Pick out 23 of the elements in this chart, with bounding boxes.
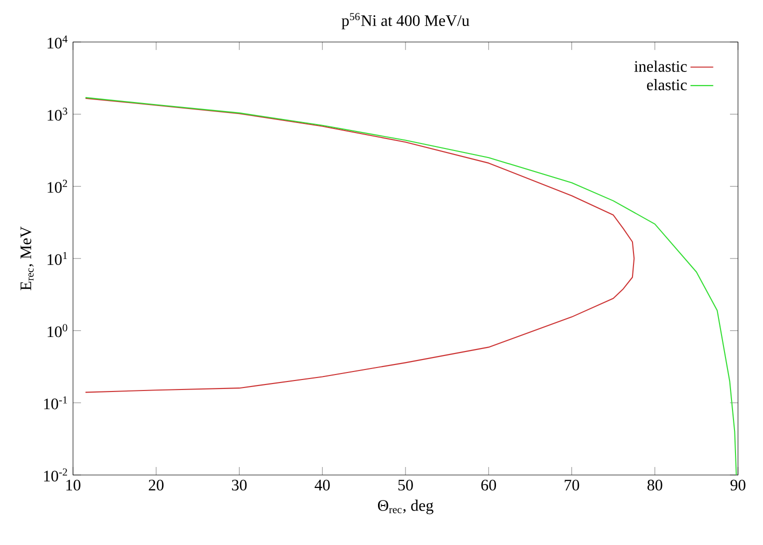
x-tick-label: 90: [730, 480, 746, 490]
x-tick-label: 30: [232, 480, 247, 490]
y-tick-label: 10$^{0}$: [48, 324, 68, 338]
x-tick-label: 60: [481, 480, 496, 490]
y-tick-label: 10$^{-2}$: [44, 468, 68, 482]
chart-title: p$^{56}$Ni at 400 MeV/u: [342, 13, 470, 30]
y-tick-label: 10$^{1}$: [48, 252, 67, 265]
legend-label: inelastic: [634, 60, 687, 72]
x-tick-label: 40: [314, 480, 330, 490]
x-tick-label: 10: [66, 480, 80, 490]
legend-label: elastic: [647, 79, 687, 90]
x-tick-label: 70: [564, 480, 580, 490]
y-tick-label: 10$^{2}$: [48, 180, 68, 193]
y-tick-label: 10$^{3}$: [48, 108, 68, 121]
x-tick-label: 80: [647, 480, 662, 490]
y-tick-label: 10$^{-1}$: [44, 396, 67, 410]
y-axis-title: E$_{rec}$, MeV: [20, 226, 34, 290]
line-series: [84, 98, 635, 393]
x-tick-label: 50: [398, 480, 413, 490]
x-tick-label: 20: [148, 480, 164, 490]
y-tick-label: 10$^{4}$: [48, 36, 68, 48]
line-series: [84, 97, 737, 475]
x-axis-title: Θ$_{rec}$, deg: [378, 500, 434, 514]
